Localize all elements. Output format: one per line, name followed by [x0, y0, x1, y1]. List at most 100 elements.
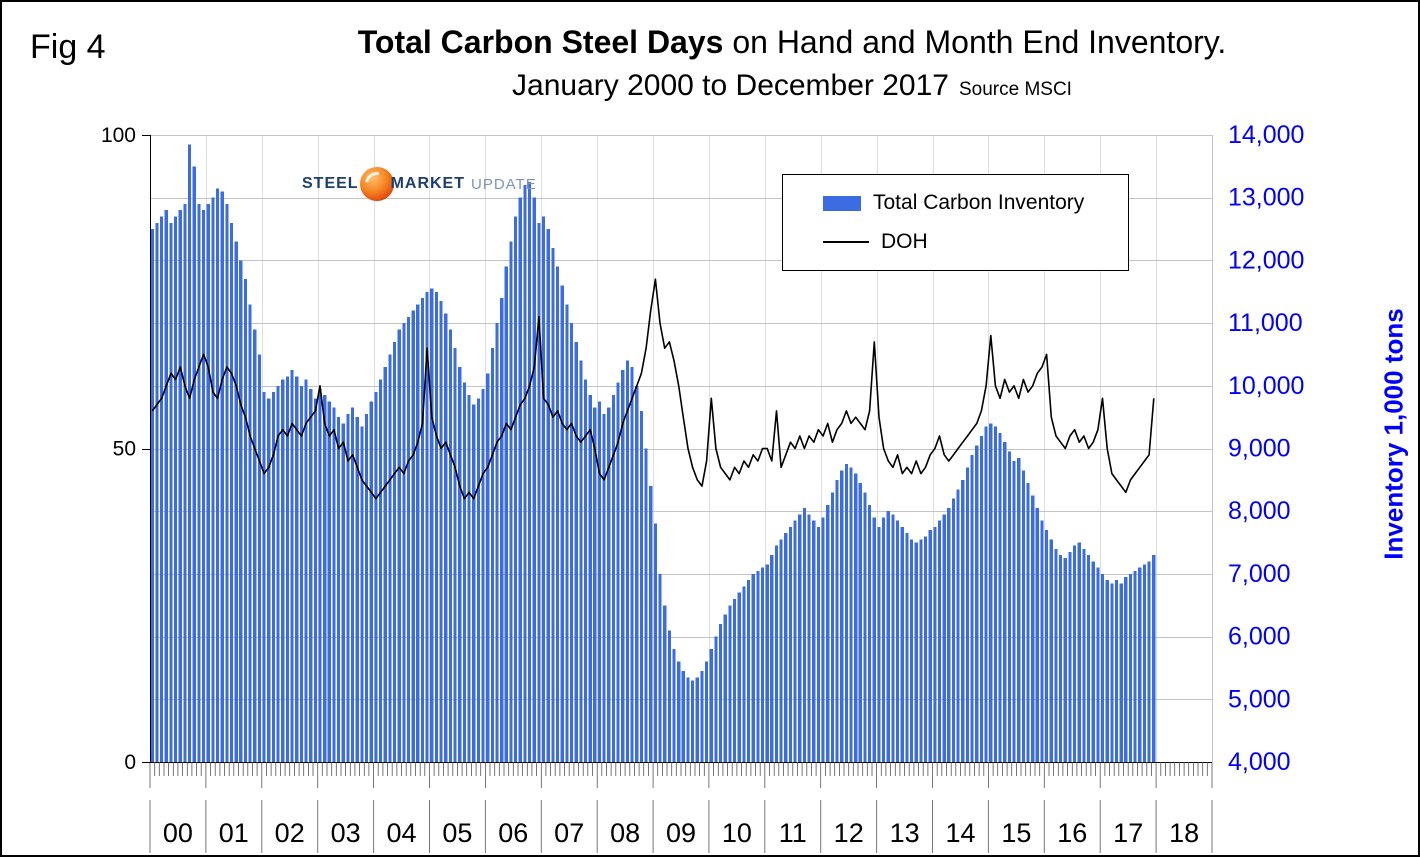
inventory-bar [821, 517, 825, 762]
inventory-bar [1077, 542, 1081, 762]
inventory-bar [434, 291, 439, 763]
doh-line [151, 278, 1155, 500]
inventory-bar [742, 586, 746, 762]
left-axis-tick-label: 0 [124, 751, 136, 774]
x-axis-year-label: 00 [163, 818, 193, 848]
inventory-bar [174, 216, 178, 762]
inventory-bar [351, 407, 355, 762]
inventory-bar [1012, 461, 1016, 762]
inventory-bar [788, 526, 793, 762]
chart-title: Total Carbon Steel Days on Hand and Mont… [172, 24, 1412, 103]
inventory-bar [639, 410, 644, 762]
inventory-bar [1021, 470, 1025, 762]
inventory-bar [1035, 508, 1039, 762]
inventory-bar [1040, 520, 1044, 762]
inventory-bar [728, 605, 732, 763]
inventory-bar [667, 630, 671, 762]
inventory-bar [481, 388, 485, 762]
inventory-bar [257, 354, 262, 762]
logo-globe-icon [359, 167, 394, 201]
inventory-bar [569, 323, 574, 762]
inventory-bar [583, 379, 588, 762]
inventory-bar [285, 376, 290, 762]
x-axis-year-label: 09 [666, 818, 696, 848]
inventory-bar [220, 191, 224, 762]
inventory-bar [774, 545, 779, 762]
inventory-bar [495, 323, 499, 762]
inventory-bar [914, 542, 918, 762]
inventory-bar [281, 379, 285, 762]
inventory-bar [444, 313, 448, 762]
inventory-bar [900, 526, 904, 762]
right-axis-tick-label: 13,000 [1228, 184, 1304, 212]
inventory-bar [276, 385, 280, 762]
inventory-bar [998, 432, 1002, 762]
inventory-bar [1152, 555, 1156, 762]
inventory-bar [621, 370, 625, 762]
x-axis-year-label: 10 [722, 818, 752, 848]
right-axis-tick-label: 7,000 [1228, 560, 1291, 588]
inventory-bar [248, 304, 252, 762]
inventory-bar [192, 166, 196, 762]
inventory-bar [411, 310, 415, 762]
x-axis-year-label: 14 [945, 818, 975, 848]
inventory-bar [448, 329, 453, 762]
x-axis-year-label: 04 [386, 818, 416, 848]
inventory-bar [649, 486, 653, 762]
chart-title-bold: Total Carbon Steel Days [357, 24, 724, 60]
inventory-bar [895, 520, 900, 762]
right-axis-tick-label: 12,000 [1228, 246, 1304, 274]
inventory-legend-swatch [823, 195, 861, 211]
inventory-bar [304, 379, 308, 762]
inventory-bar [1031, 495, 1035, 762]
inventory-bar [858, 483, 862, 762]
inventory-bar [802, 508, 807, 762]
inventory-bar [1110, 583, 1114, 762]
inventory-bar [364, 414, 369, 762]
right-axis-tick-label: 6,000 [1228, 623, 1291, 651]
smu-logo: STEEL MARKET UPDATE [302, 167, 537, 201]
x-axis-year-label: 03 [331, 818, 361, 848]
inventory-bar [970, 454, 974, 762]
inventory-bar [700, 671, 704, 762]
inventory-bar [1007, 451, 1011, 762]
inventory-bar [197, 204, 201, 762]
inventory-bar [1017, 457, 1021, 762]
right-axis-tick-label: 4,000 [1228, 748, 1291, 776]
inventory-bar [770, 555, 774, 762]
inventory-bar [630, 367, 634, 762]
inventory-bar [1068, 552, 1072, 762]
inventory-bar [588, 395, 592, 762]
inventory-bar [397, 329, 401, 762]
inventory-bar [262, 392, 266, 762]
inventory-bar [206, 204, 210, 762]
inventory-bar [565, 304, 569, 762]
inventory-bar [183, 204, 187, 762]
inventory-bar [975, 445, 979, 762]
inventory-bar [425, 291, 429, 763]
inventory-bar [807, 514, 811, 762]
inventory-bar [392, 341, 397, 762]
inventory-bar [644, 448, 648, 762]
inventory-bar [923, 536, 928, 762]
inventory-bar [812, 520, 816, 762]
inventory-bar [737, 592, 741, 762]
inventory-bar [486, 373, 490, 762]
inventory-bar [500, 298, 504, 762]
inventory-bar [374, 392, 378, 762]
inventory-bar [1091, 561, 1095, 762]
inventory-bar [416, 304, 420, 762]
right-axis-tick-label: 9,000 [1228, 435, 1291, 463]
inventory-bar [528, 182, 532, 762]
inventory-bar [327, 401, 331, 762]
inventory-bar [229, 222, 234, 763]
inventory-bar [295, 376, 299, 762]
x-axis-year-label: 17 [1113, 818, 1143, 848]
left-axis-tick-label: 50 [113, 438, 136, 461]
x-axis-year-label: 13 [890, 818, 920, 848]
inventory-bar [1054, 548, 1058, 762]
inventory-bar [1133, 570, 1137, 762]
inventory-bar [965, 467, 970, 762]
inventory-bar [150, 229, 154, 763]
x-axis-year-label: 01 [219, 818, 249, 848]
